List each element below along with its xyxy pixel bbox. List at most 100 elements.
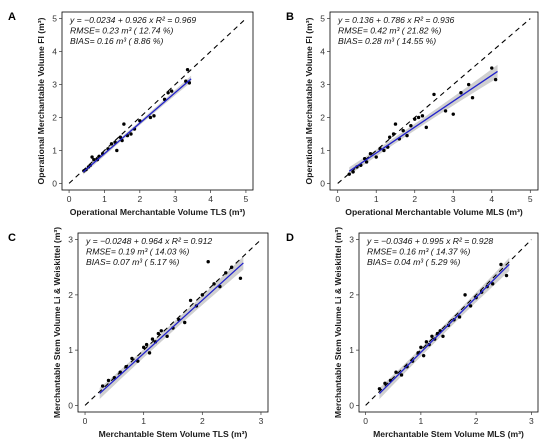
data-point bbox=[122, 122, 126, 126]
data-point bbox=[165, 334, 169, 339]
plot-frame bbox=[61, 11, 254, 191]
data-point bbox=[206, 260, 210, 264]
data-point bbox=[124, 364, 128, 369]
data-point bbox=[405, 133, 409, 138]
y-tick-label: 1 bbox=[52, 145, 57, 155]
stats-annotation: RMSE= 0.19 m³ ( 14.03 %) bbox=[86, 247, 190, 257]
data-point bbox=[377, 387, 382, 391]
data-point bbox=[118, 135, 123, 139]
data-point bbox=[238, 276, 243, 281]
x-tick-label: 0 bbox=[67, 194, 72, 204]
data-point bbox=[382, 148, 386, 153]
regression-line bbox=[348, 70, 498, 172]
data-point bbox=[92, 157, 96, 162]
stats-annotation: y = −0.0248 + 0.964 x R² = 0.912 bbox=[85, 236, 212, 246]
y-tick-label: 0 bbox=[320, 178, 325, 188]
data-point bbox=[90, 155, 94, 159]
data-point bbox=[419, 345, 423, 350]
y-axis-title: Merchantable Stem Volume Li & Weiskittel… bbox=[333, 227, 343, 418]
y-tick-label: 5 bbox=[52, 14, 57, 24]
y-tick-label: 2 bbox=[320, 112, 325, 122]
data-point bbox=[490, 282, 495, 286]
data-point bbox=[463, 293, 467, 297]
data-point bbox=[420, 114, 425, 118]
y-tick-label: 0 bbox=[68, 400, 73, 410]
confidence-band bbox=[349, 64, 498, 176]
data-point bbox=[144, 342, 149, 347]
y-tick-label: 2 bbox=[52, 112, 57, 122]
data-point bbox=[399, 373, 404, 377]
data-point bbox=[224, 271, 228, 275]
stats-annotation: RMSE= 0.23 m³ ( 12.74 %) bbox=[70, 26, 174, 36]
x-axis-title: Merchantable Stem Volume MLS (m³) bbox=[373, 429, 524, 439]
data-point bbox=[443, 109, 448, 113]
regression-line bbox=[99, 262, 244, 394]
x-tick-label: 2 bbox=[200, 416, 205, 426]
x-tick-label: 2 bbox=[474, 416, 479, 426]
data-point bbox=[169, 89, 174, 93]
panel-a: 0 1 2 3 4 5 0 1 2 3 4 5 Operational Merchantable Vol… bbox=[8, 11, 254, 217]
y-tick-label: 4 bbox=[52, 47, 57, 57]
data-point bbox=[200, 293, 205, 297]
identity-line bbox=[365, 239, 532, 406]
data-point bbox=[347, 172, 351, 176]
data-point bbox=[421, 353, 426, 358]
y-axis-title: Operational Merchantable Volume FI (m³) bbox=[36, 17, 46, 184]
data-point bbox=[493, 77, 498, 82]
y-tick-label: 3 bbox=[349, 235, 354, 245]
data-point bbox=[156, 331, 161, 336]
data-point bbox=[468, 304, 473, 308]
x-tick-label: 4 bbox=[489, 194, 494, 204]
data-point bbox=[100, 384, 105, 388]
panel-letter: A bbox=[8, 11, 16, 23]
plot-frame bbox=[329, 11, 539, 191]
y-tick-label: 1 bbox=[68, 345, 73, 355]
data-point bbox=[166, 91, 170, 95]
data-point bbox=[424, 340, 429, 344]
stats-annotation: RMSE= 0.16 m³ ( 14.37 %) bbox=[367, 247, 471, 257]
data-point bbox=[141, 345, 146, 350]
x-tick-label: 0 bbox=[83, 416, 88, 426]
y-tick-label: 0 bbox=[52, 178, 57, 188]
x-tick-label: 3 bbox=[173, 194, 178, 204]
panel-letter: B bbox=[286, 11, 294, 23]
stats-annotation: BIAS= 0.16 m³ ( 8.86 %) bbox=[70, 36, 164, 46]
data-point bbox=[457, 315, 462, 319]
data-point bbox=[148, 115, 153, 120]
stats-annotation: BIAS= 0.04 m³ ( 5.29 %) bbox=[367, 257, 461, 267]
x-tick-label: 4 bbox=[208, 194, 213, 204]
data-point bbox=[229, 265, 234, 269]
data-point bbox=[441, 334, 445, 339]
y-tick-label: 5 bbox=[320, 14, 325, 24]
data-point bbox=[368, 152, 373, 156]
y-tick-label: 1 bbox=[349, 345, 354, 355]
data-point bbox=[394, 370, 398, 374]
y-axis-title: Merchantable Stem Volume Li & Weiskittel… bbox=[52, 227, 62, 418]
data-point bbox=[183, 320, 187, 325]
stats-annotation: BIAS= 0.07 m³ ( 5.17 %) bbox=[86, 257, 180, 267]
panel-d: 0 1 2 3 0 1 2 3 Merchantable Stem Volume MLS (m³… bbox=[286, 227, 539, 439]
data-point bbox=[115, 148, 119, 153]
data-point bbox=[147, 351, 152, 355]
x-axis-title: Operational Merchantable Volume MLS (m³) bbox=[345, 207, 523, 217]
data-point bbox=[413, 117, 417, 121]
stats-annotation: y = −0.0234 + 0.926 x R² = 0.969 bbox=[69, 15, 196, 25]
data-point bbox=[470, 96, 475, 100]
x-tick-label: 0 bbox=[335, 194, 340, 204]
data-point bbox=[106, 378, 111, 383]
data-point bbox=[424, 125, 428, 130]
data-point bbox=[187, 81, 192, 85]
data-point bbox=[159, 329, 163, 333]
data-point bbox=[466, 82, 471, 87]
stats-annotation: y = 0.136 + 0.786 x R² = 0.936 bbox=[337, 15, 455, 25]
data-point bbox=[416, 115, 421, 120]
data-point bbox=[451, 112, 455, 116]
y-tick-label: 3 bbox=[68, 235, 73, 245]
y-tick-label: 2 bbox=[68, 290, 73, 300]
y-tick-label: 1 bbox=[320, 145, 325, 155]
x-tick-label: 1 bbox=[141, 416, 146, 426]
x-tick-label: 5 bbox=[528, 194, 533, 204]
panel-b: 0 1 2 3 4 5 0 1 2 3 4 5 Operational Merchantable Vol… bbox=[286, 11, 539, 217]
data-point bbox=[459, 91, 463, 95]
y-tick-label: 0 bbox=[349, 400, 354, 410]
